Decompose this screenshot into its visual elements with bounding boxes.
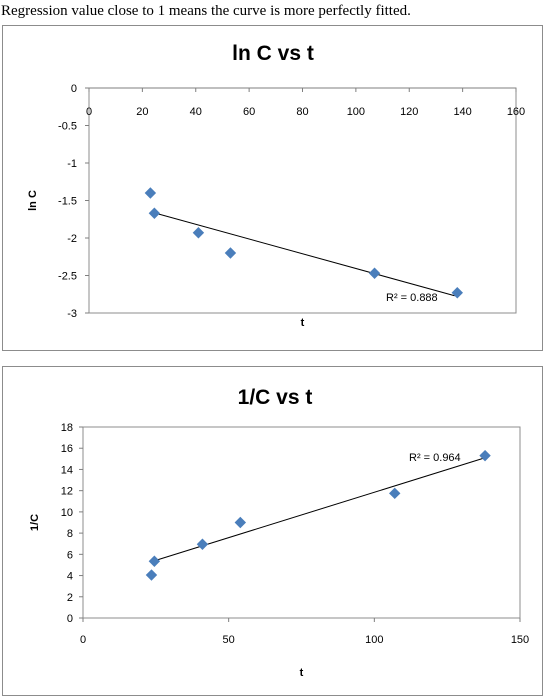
chart-title: 1/C vs t <box>238 386 313 409</box>
y-tick-label: 8 <box>67 528 73 540</box>
y-tick-label: 18 <box>61 422 73 434</box>
y-axis-label: 1/C <box>29 514 41 531</box>
x-tick-label: 50 <box>223 634 235 646</box>
x-tick-label: 40 <box>190 106 202 118</box>
y-tick-label: 2 <box>67 592 73 604</box>
x-tick-label: 160 <box>507 106 525 118</box>
x-tick-label: 20 <box>136 106 148 118</box>
data-point <box>144 187 157 199</box>
caption-text: Regression value close to 1 means the cu… <box>1 3 411 19</box>
chart-ln-c-vs-t: ln C vs t 0 -0.5 -1 -1.5 -2 -2.5 -3 0 20 40 60 80 100… <box>2 25 543 351</box>
y-tick-label: 6 <box>67 549 73 561</box>
x-tick-label: 120 <box>400 106 418 118</box>
y-tick-label: 12 <box>61 486 73 498</box>
y-tick-label: -1.5 <box>58 196 77 208</box>
y-tick-label: 16 <box>61 443 73 455</box>
y-tick-label: 14 <box>61 464 73 476</box>
trendline <box>152 212 455 297</box>
data-point <box>196 538 209 550</box>
x-axis-label: t <box>300 667 304 679</box>
data-point <box>368 267 381 279</box>
data-point <box>389 487 401 500</box>
data-point <box>145 569 158 581</box>
chart-inv-c-plot: 1/C vs t 0 2 4 6 8 10 12 14 16 18 0 50 100 150 1/C t R² =… <box>29 386 529 679</box>
x-axis-label: t <box>301 317 305 329</box>
data-point <box>479 449 491 462</box>
data-point <box>224 247 237 259</box>
data-point <box>234 516 247 529</box>
data-point <box>451 287 463 299</box>
x-tick-label: 60 <box>243 106 255 118</box>
y-tick-label: 10 <box>61 507 73 519</box>
x-tick-label: 100 <box>347 106 365 118</box>
y-axis-label: ln C <box>27 190 39 211</box>
chart-ln-c-plot: ln C vs t 0 -0.5 -1 -1.5 -2 -2.5 -3 0 20 40 60 80 100… <box>27 42 525 329</box>
trendline <box>152 457 486 562</box>
y-tick-label: -0.5 <box>58 121 77 133</box>
y-tick-label: 0 <box>67 613 73 625</box>
chart-title: ln C vs t <box>232 42 314 65</box>
x-tick-label: 100 <box>365 634 383 646</box>
data-point <box>192 227 205 239</box>
data-point <box>148 555 161 567</box>
x-tick-label: 80 <box>296 106 308 118</box>
x-tick-label: 140 <box>453 106 471 118</box>
r-squared-label: R² = 0.964 <box>409 452 461 464</box>
y-tick-label: 0 <box>71 83 77 95</box>
y-tick-label: -1 <box>67 158 77 170</box>
y-tick-label: -2 <box>67 233 77 245</box>
r-squared-label: R² = 0.888 <box>386 292 438 304</box>
chart-inv-c-vs-t: 1/C vs t 0 2 4 6 8 10 12 14 16 18 0 50 100 150 1/C t R² =… <box>2 366 543 696</box>
plot-area <box>88 87 517 314</box>
x-tick-label: 0 <box>86 106 92 118</box>
plot-area <box>82 426 521 619</box>
y-tick-label: -3 <box>67 308 77 320</box>
y-tick-label: -2.5 <box>58 271 77 283</box>
y-tick-label: 4 <box>67 571 73 583</box>
x-tick-label: 0 <box>80 634 86 646</box>
x-tick-label: 150 <box>511 634 529 646</box>
data-point <box>148 207 161 219</box>
